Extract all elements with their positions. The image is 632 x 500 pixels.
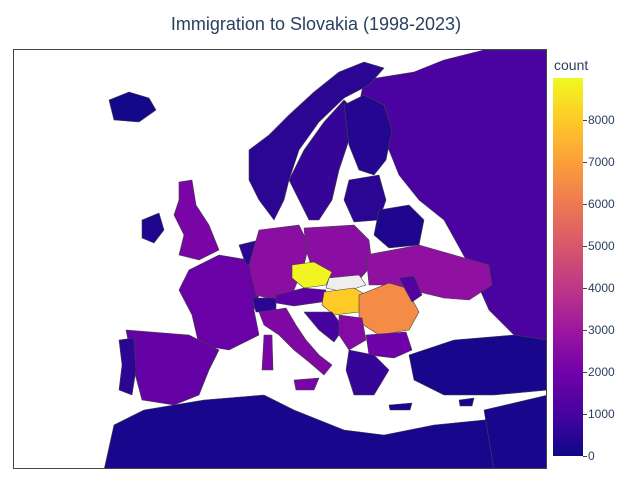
island-sicily[interactable] bbox=[293, 377, 320, 391]
colorbar-tick-label: 1000 bbox=[588, 407, 615, 421]
colorbar-tick-label: 3000 bbox=[588, 323, 615, 337]
country-moldova[interactable] bbox=[398, 275, 423, 303]
colorbar-tick-mark bbox=[583, 456, 587, 457]
country-bulgaria[interactable] bbox=[365, 331, 413, 359]
chart-title: Immigration to Slovakia (1998-2023) bbox=[170, 14, 462, 34]
country-france[interactable] bbox=[178, 254, 265, 351]
colorbar-tick-label: 0 bbox=[588, 449, 595, 463]
country-greece[interactable] bbox=[345, 349, 390, 396]
region-middle-east[interactable] bbox=[483, 395, 547, 469]
country-italy[interactable] bbox=[258, 307, 333, 376]
country-iceland[interactable] bbox=[108, 91, 157, 123]
colorbar-tick-label: 7000 bbox=[588, 155, 615, 169]
colorbar-title: count bbox=[554, 57, 589, 73]
country-ireland[interactable] bbox=[141, 212, 165, 244]
country-croatia[interactable] bbox=[303, 311, 345, 343]
colorbar-tick-mark bbox=[583, 330, 587, 331]
country-belarus[interactable] bbox=[373, 204, 425, 249]
country-finland[interactable] bbox=[343, 94, 393, 176]
colorbar-tick-mark bbox=[583, 246, 587, 247]
colorbar-tick-label: 2000 bbox=[588, 365, 615, 379]
region-north-africa[interactable] bbox=[104, 394, 547, 469]
map-svg[interactable] bbox=[14, 50, 547, 469]
island-crete[interactable] bbox=[388, 402, 413, 411]
island-cyprus[interactable] bbox=[458, 397, 475, 407]
colorbar-tick-mark bbox=[583, 288, 587, 289]
colorbar-tick-label: 5000 bbox=[588, 239, 615, 253]
colorbar-tick-mark bbox=[583, 162, 587, 163]
country-turkey[interactable] bbox=[408, 334, 547, 396]
colorbar-tick-label: 6000 bbox=[588, 197, 615, 211]
colorbar-tick-label: 8000 bbox=[588, 113, 615, 127]
country-germany[interactable] bbox=[248, 224, 310, 301]
country-portugal[interactable] bbox=[118, 337, 137, 396]
country-sweden[interactable] bbox=[288, 99, 357, 221]
country-czechia[interactable] bbox=[291, 261, 333, 289]
colorbar bbox=[553, 78, 583, 456]
map-area[interactable] bbox=[13, 49, 547, 469]
colorbar-tick-mark bbox=[583, 372, 587, 373]
country-norway[interactable] bbox=[248, 61, 385, 221]
country-serbia[interactable] bbox=[338, 314, 367, 351]
country-uk[interactable] bbox=[173, 179, 220, 261]
colorbar-tick-mark bbox=[583, 120, 587, 121]
colorbar-tick-label: 4000 bbox=[588, 281, 615, 295]
colorbar-tick-mark bbox=[583, 204, 587, 205]
island-sardinia[interactable] bbox=[261, 334, 274, 371]
colorbar-tick-mark bbox=[583, 414, 587, 415]
country-spain[interactable] bbox=[125, 329, 220, 406]
